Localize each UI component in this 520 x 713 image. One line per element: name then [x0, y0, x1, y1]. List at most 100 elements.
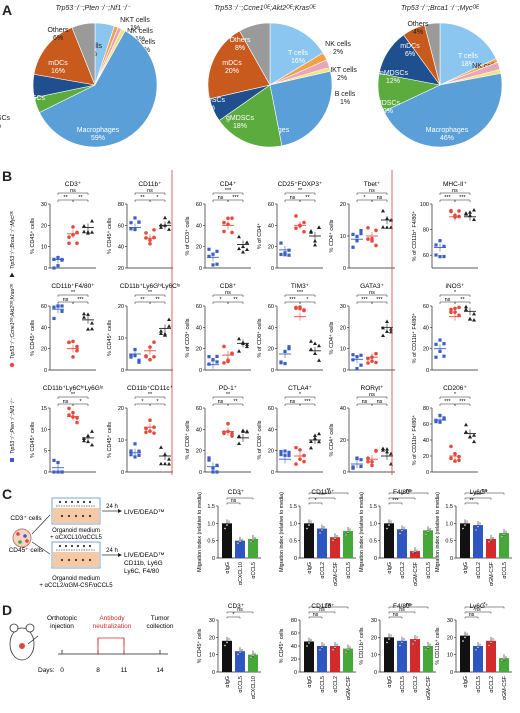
data-point [129, 353, 133, 357]
y-tick-label: 20 [447, 635, 453, 641]
y-axis-label: % of CD11b⁺ F4/80⁺ [411, 313, 418, 364]
data-point [322, 526, 326, 529]
data-point [309, 445, 313, 450]
bar [486, 538, 496, 558]
sig-label: ** [226, 392, 231, 398]
x-tick-label: αIgG [387, 676, 393, 688]
data-point [152, 431, 156, 435]
y-tick-label: 0 [212, 670, 215, 676]
data-point [474, 528, 478, 532]
y-tick-label: 10 [340, 347, 346, 353]
bar [473, 525, 483, 558]
pie-label: NK cells [472, 63, 498, 70]
sig-label: * [219, 297, 222, 303]
data-point [237, 434, 241, 438]
y-axis-label: % CD45⁺ cells [29, 422, 36, 458]
data-point [309, 520, 313, 523]
bar [410, 551, 420, 558]
data-point [226, 216, 230, 221]
y-tick-label: 20 [118, 406, 124, 412]
y-tick-label: 60 [423, 253, 429, 259]
data-point [159, 331, 163, 336]
pie-pct: 20% [225, 68, 239, 75]
y-tick-label: 0 [44, 470, 47, 476]
y-tick-label: 0 [374, 670, 377, 676]
sig-bracket [308, 611, 336, 614]
data-point [215, 463, 219, 467]
pie-label: NKT cells [327, 67, 357, 74]
y-tick-label: 30 [209, 618, 215, 624]
bar-chart-0: CD3⁺ 0 10 20 30 % CD45⁺ cells αIgG αCCL5 αCXCL10… [197, 603, 261, 699]
data-point [355, 367, 359, 371]
data-point [434, 253, 438, 257]
y-tick-label: 40 [340, 406, 346, 412]
sig-label: ns [290, 399, 296, 405]
data-point [133, 442, 137, 446]
data-point [504, 530, 508, 533]
pie-pct: 6% [205, 105, 215, 112]
cell-dot [67, 558, 71, 562]
data-point [461, 640, 465, 643]
x-tick-label: αIgG [307, 676, 313, 688]
data-point [487, 644, 491, 647]
data-point [318, 648, 322, 651]
data-point [249, 540, 253, 543]
sig-bracket [356, 192, 388, 195]
bar-title: F4/80⁺ [393, 489, 414, 496]
y-tick-label: 20 [41, 347, 47, 353]
sig-label: *** [444, 195, 451, 201]
y-axis-label: Migration index (relative to media) [197, 492, 203, 572]
scatter-title: GATA3⁺ [360, 283, 384, 290]
y-tick-label: 20 [41, 223, 47, 229]
pie-label: Others [47, 27, 69, 34]
time-label: 24 h [106, 504, 118, 510]
sig-label: * [454, 290, 457, 296]
y-tick-label: 0 [426, 470, 429, 476]
sig-label: *** [459, 399, 466, 405]
y-tick-label: 40 [268, 223, 274, 229]
data-point [236, 653, 240, 656]
data-point [424, 648, 428, 651]
data-point [279, 361, 283, 365]
data-point [398, 644, 402, 647]
cell-mix-icon [12, 528, 32, 548]
panel-c-schematic: CD3⁺ cells CD45⁺ cells 24 h 24 h LIVE/DEAD™ L… [9, 497, 164, 589]
data-point [461, 527, 465, 530]
sig-label: ns [399, 607, 405, 613]
data-point [241, 250, 245, 254]
y-axis-label: % of CD11b⁺ F4/80⁺ [411, 211, 418, 262]
data-point [223, 527, 227, 530]
bar [235, 540, 245, 558]
data-point [366, 361, 370, 365]
x-tick-label: αIgG [225, 676, 231, 688]
y-tick-label: 0 [44, 368, 47, 374]
y-axis-label: Migration index (relative to media) [279, 492, 285, 572]
pie-pct: 59% [91, 135, 105, 142]
sig-label: ns [377, 195, 383, 201]
scatter-title: PD-1⁺ [219, 385, 238, 392]
y-tick-label: 10 [447, 653, 453, 659]
x-tick-label: αCCL5 [346, 562, 352, 579]
data-point [245, 344, 249, 349]
day-label: 11 [121, 667, 128, 674]
y-tick-label: 30 [447, 618, 453, 624]
x-tick-label: αCCL5 [502, 562, 508, 579]
data-point [152, 354, 156, 359]
step-label: collection [146, 623, 173, 630]
y-tick-label: 0 [271, 368, 274, 374]
data-point [75, 420, 79, 425]
y-axis-label: % CD45⁺ cells [106, 320, 113, 356]
data-point [366, 237, 370, 241]
sig-label: * [454, 392, 457, 398]
data-point [346, 648, 350, 651]
scatter-title: iNOS⁺ [446, 283, 466, 290]
sig-bracket [388, 502, 403, 505]
data-point [67, 340, 71, 345]
sig-label: ** [460, 297, 465, 303]
cell-dot [70, 500, 74, 504]
sig-label: *** [304, 399, 311, 405]
